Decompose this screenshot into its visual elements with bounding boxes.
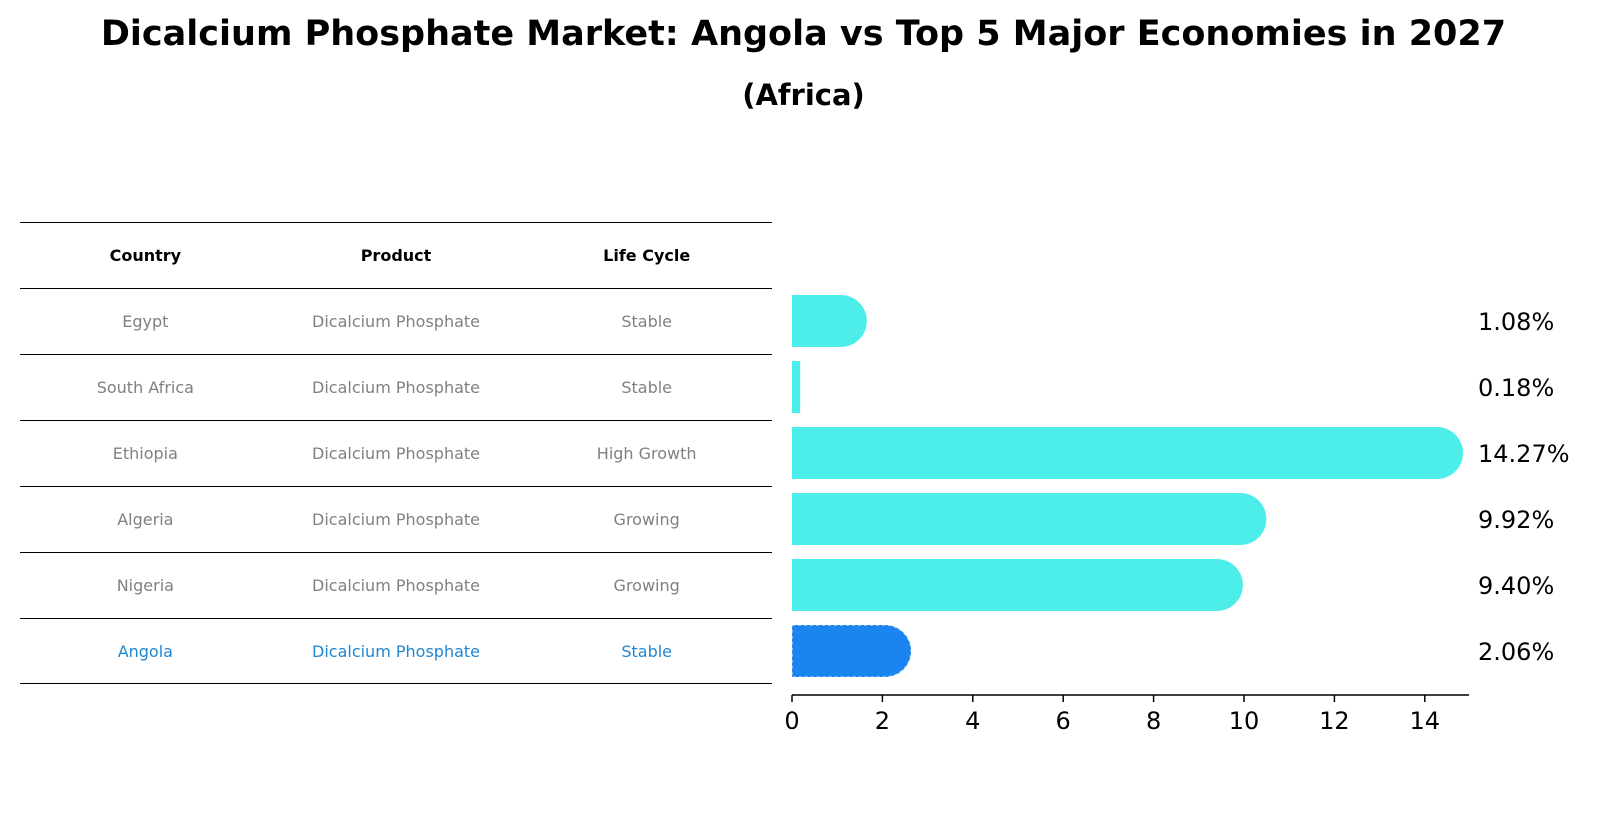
value-label: 2.06% xyxy=(1478,638,1554,666)
cell-product: Dicalcium Phosphate xyxy=(312,312,480,331)
table-row: Egypt Dicalcium Phosphate Stable xyxy=(20,288,772,354)
bar-algeria xyxy=(792,493,1267,545)
bar-egypt xyxy=(792,295,867,347)
cell-country: Nigeria xyxy=(116,576,174,595)
cell-product: Dicalcium Phosphate xyxy=(312,378,480,397)
table-row: Ethiopia Dicalcium Phosphate High Growth xyxy=(20,420,772,486)
table-header-row: Country Product Life Cycle xyxy=(20,222,772,288)
x-tick-label: 12 xyxy=(1319,707,1350,735)
x-tick-label: 8 xyxy=(1146,707,1161,735)
cell-country: Ethiopia xyxy=(112,444,178,463)
cell-life-cycle: Growing xyxy=(613,510,680,529)
x-tick-label: 0 xyxy=(784,707,799,735)
data-table: Country Product Life Cycle Egypt Dicalci… xyxy=(20,222,772,684)
cell-product: Dicalcium Phosphate xyxy=(312,444,480,463)
bar-south-africa xyxy=(792,361,801,413)
chart-subtitle: (Africa) xyxy=(742,78,865,112)
bar-highlight-outline xyxy=(791,624,912,678)
x-tick-label: 6 xyxy=(1056,707,1071,735)
cell-country: Egypt xyxy=(122,312,169,331)
cell-product: Dicalcium Phosphate xyxy=(312,510,480,529)
table-row-highlighted: Angola Dicalcium Phosphate Stable xyxy=(20,618,772,684)
header-product: Product xyxy=(360,246,432,265)
bar-ethiopia xyxy=(792,427,1464,479)
x-tick-label: 14 xyxy=(1410,707,1441,735)
header-life-cycle: Life Cycle xyxy=(603,246,691,265)
cell-life-cycle: Stable xyxy=(621,378,673,397)
value-label: 9.92% xyxy=(1478,506,1554,534)
cell-country: South Africa xyxy=(96,378,194,397)
header-country: Country xyxy=(109,246,182,265)
x-tick-label: 4 xyxy=(965,707,980,735)
value-label: 14.27% xyxy=(1478,440,1570,468)
chart-title: Dicalcium Phosphate Market: Angola vs To… xyxy=(100,14,1507,54)
table-row: Algeria Dicalcium Phosphate Growing xyxy=(20,486,772,552)
cell-life-cycle: Stable xyxy=(621,641,673,661)
table-row: South Africa Dicalcium Phosphate Stable xyxy=(20,354,772,420)
cell-product: Dicalcium Phosphate xyxy=(312,576,480,595)
cell-country: Angola xyxy=(117,641,173,661)
table-row: Nigeria Dicalcium Phosphate Growing xyxy=(20,552,772,618)
value-label: 0.18% xyxy=(1478,374,1554,402)
cell-product: Dicalcium Phosphate xyxy=(312,641,480,661)
bar-nigeria xyxy=(792,559,1243,611)
cell-life-cycle: Growing xyxy=(613,576,680,595)
cell-country: Algeria xyxy=(117,510,174,529)
x-tick-label: 10 xyxy=(1229,707,1260,735)
value-label: 9.40% xyxy=(1478,572,1554,600)
cell-life-cycle: High Growth xyxy=(596,444,697,463)
cell-life-cycle: Stable xyxy=(621,312,673,331)
bar-angola xyxy=(792,625,912,677)
value-label: 1.08% xyxy=(1478,308,1554,336)
x-tick-label: 2 xyxy=(875,707,890,735)
